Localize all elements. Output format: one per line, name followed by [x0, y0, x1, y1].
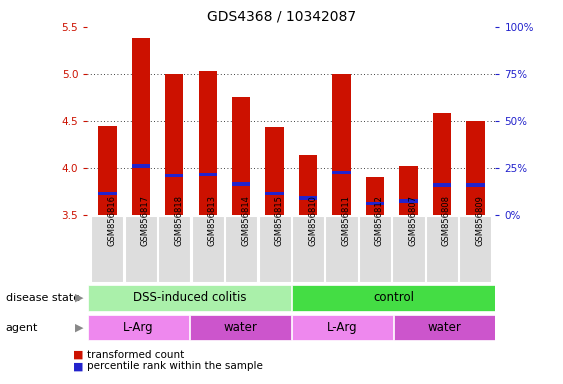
Text: ▶: ▶ [75, 323, 83, 333]
FancyBboxPatch shape [88, 285, 291, 311]
Bar [466, 183, 485, 187]
Text: GSM856812: GSM856812 [375, 195, 384, 246]
Bar [399, 166, 418, 215]
Text: GSM856807: GSM856807 [408, 195, 417, 246]
Bar [232, 98, 251, 215]
FancyBboxPatch shape [292, 285, 495, 311]
FancyBboxPatch shape [292, 216, 324, 281]
Bar [433, 113, 451, 215]
Text: GSM856815: GSM856815 [275, 195, 284, 246]
FancyBboxPatch shape [459, 216, 491, 281]
FancyBboxPatch shape [426, 216, 458, 281]
Text: GSM856811: GSM856811 [342, 195, 351, 246]
Bar [165, 74, 184, 215]
FancyBboxPatch shape [292, 315, 393, 340]
FancyBboxPatch shape [394, 315, 495, 340]
Text: water: water [427, 321, 461, 334]
FancyBboxPatch shape [392, 216, 425, 281]
Bar [433, 183, 451, 187]
Text: ▶: ▶ [75, 293, 83, 303]
FancyBboxPatch shape [258, 216, 291, 281]
Text: percentile rank within the sample: percentile rank within the sample [87, 361, 263, 371]
Text: L-Arg: L-Arg [123, 321, 154, 334]
Bar [98, 126, 117, 215]
Bar [399, 199, 418, 203]
Text: GSM856818: GSM856818 [175, 195, 183, 246]
Text: water: water [224, 321, 257, 334]
Bar [265, 192, 284, 195]
Bar [98, 192, 117, 195]
Text: disease state: disease state [6, 293, 80, 303]
Text: GDS4368 / 10342087: GDS4368 / 10342087 [207, 10, 356, 23]
Bar [332, 171, 351, 174]
Bar [232, 182, 251, 185]
Text: DSS-induced colitis: DSS-induced colitis [132, 291, 246, 305]
Bar [332, 74, 351, 215]
Bar [199, 71, 217, 215]
Text: L-Arg: L-Arg [327, 321, 358, 334]
FancyBboxPatch shape [91, 216, 123, 281]
Text: transformed count: transformed count [87, 350, 185, 360]
Bar [366, 202, 384, 205]
FancyBboxPatch shape [359, 216, 391, 281]
Text: GSM856808: GSM856808 [442, 195, 451, 246]
Text: GSM856814: GSM856814 [241, 195, 250, 246]
FancyBboxPatch shape [190, 315, 291, 340]
Text: ■: ■ [73, 361, 84, 371]
Text: agent: agent [6, 323, 38, 333]
FancyBboxPatch shape [88, 315, 189, 340]
FancyBboxPatch shape [158, 216, 190, 281]
FancyBboxPatch shape [225, 216, 257, 281]
Bar [299, 197, 318, 200]
Bar [265, 127, 284, 215]
FancyBboxPatch shape [125, 216, 157, 281]
Bar [466, 121, 485, 215]
Text: GSM856810: GSM856810 [308, 195, 317, 246]
Bar [132, 38, 150, 215]
Bar [199, 173, 217, 176]
FancyBboxPatch shape [325, 216, 358, 281]
Bar [132, 164, 150, 168]
Text: ■: ■ [73, 350, 84, 360]
Text: control: control [373, 291, 414, 305]
Bar [366, 177, 384, 215]
Bar [165, 174, 184, 177]
Text: GSM856809: GSM856809 [475, 195, 484, 246]
Text: GSM856816: GSM856816 [108, 195, 117, 246]
Bar [299, 155, 318, 215]
Text: GSM856813: GSM856813 [208, 195, 217, 246]
FancyBboxPatch shape [191, 216, 224, 281]
Text: GSM856817: GSM856817 [141, 195, 150, 246]
